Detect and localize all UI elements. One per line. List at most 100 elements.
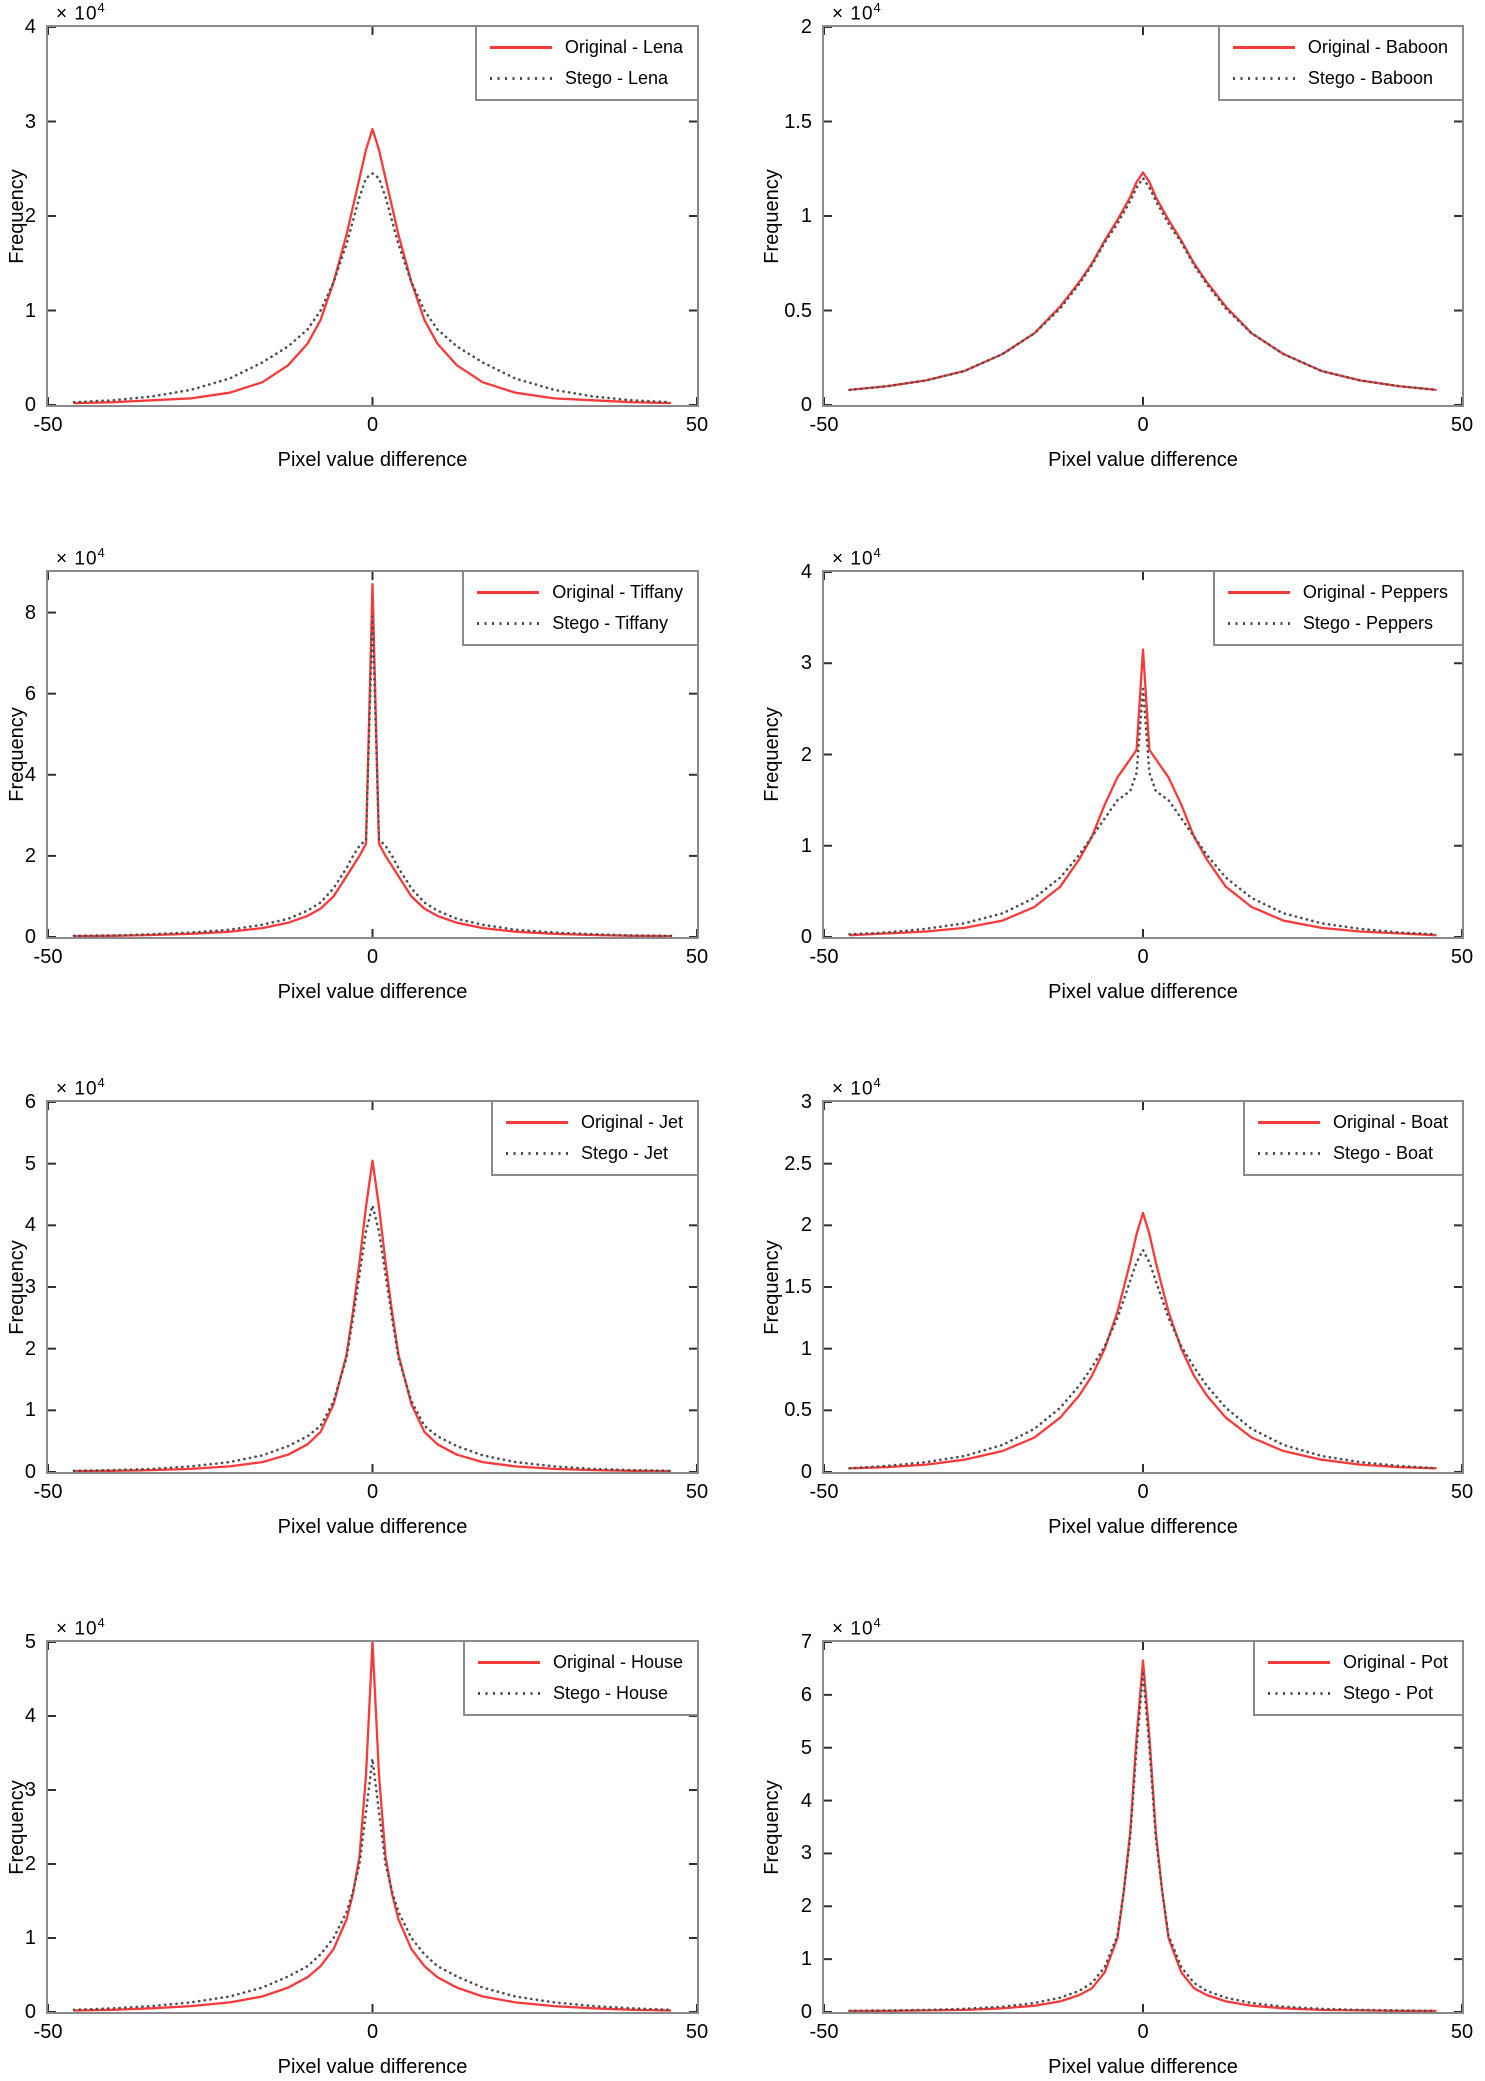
y-tick-label: 3 (800, 1842, 812, 1865)
dotted-line-icon (477, 622, 540, 625)
legend-item-stego: Stego - Baboon (1232, 68, 1448, 89)
y-axis-multiplier: × 104 (832, 545, 882, 570)
x-tick-label: 50 (685, 1481, 709, 1503)
y-tick-label: 0 (800, 2001, 812, 2023)
multiplier-exponent: 4 (97, 1615, 106, 1630)
legend-item-stego: Stego - House (477, 1683, 683, 1704)
multiplier-exponent: 4 (97, 0, 106, 15)
y-tick-label: 8 (24, 601, 36, 624)
x-axis-label: Pixel value difference (1048, 1516, 1238, 1538)
y-tick-label: 1 (800, 205, 812, 227)
y-tick-label: 3 (24, 1276, 36, 1298)
y-tick-label: 1 (800, 1948, 812, 1971)
legend-label-original: Original - Jet (580, 1112, 683, 1132)
legend-label-stego: Stego - Baboon (1307, 68, 1434, 88)
y-tick-label: 6 (800, 1683, 812, 1706)
y-tick-label: 4 (24, 16, 36, 38)
y-axis-multiplier: × 104 (56, 1075, 106, 1100)
series-dotted (848, 1672, 1438, 2012)
plot-area: Original - House Stego - House (46, 1640, 699, 2014)
chart-lena: × 104 Frequency Original - Lena Stego - … (0, 0, 745, 545)
series-solid (849, 171, 1437, 392)
y-axis-label: Frequency (5, 707, 28, 802)
chart-canvas (824, 1642, 1462, 2012)
x-tick-label: 50 (1450, 414, 1474, 436)
plot-area: Original - Jet Stego - Jet (46, 1100, 699, 1474)
x-tick-label: -50 (33, 414, 63, 436)
multiplier-base: × 10 (56, 1618, 98, 1640)
legend-label-stego: Stego - Jet (580, 1143, 668, 1163)
x-tick-label: 0 (1137, 1481, 1149, 1503)
chart-peppers: × 104 Frequency Original - Peppers Stego… (745, 545, 1485, 1075)
legend-label-original: Original - Pot (1342, 1652, 1448, 1672)
legend-label-original: Original - Boat (1332, 1112, 1448, 1132)
legend-label-stego: Stego - Lena (564, 68, 668, 88)
x-axis-label: Pixel value difference (1048, 981, 1238, 1003)
legend: Original - Boat Stego - Boat (1242, 1100, 1464, 1176)
x-tick-label: 50 (685, 414, 709, 436)
chart-canvas (48, 1642, 697, 2012)
y-tick-label: 4 (24, 763, 36, 786)
multiplier-base: × 10 (56, 1078, 98, 1100)
series-dotted (848, 1248, 1438, 1470)
solid-line-icon (1227, 591, 1290, 594)
legend-item-stego: Stego - Pot (1267, 1683, 1448, 1704)
x-tick-label: 50 (1450, 2021, 1474, 2043)
y-axis-multiplier: × 104 (56, 545, 106, 570)
series-solid (849, 1211, 1437, 1470)
multiplier-base: × 10 (56, 548, 98, 570)
legend: Original - Pot Stego - Pot (1252, 1640, 1464, 1716)
dotted-line-icon (1227, 622, 1290, 625)
x-axis-label: Pixel value difference (277, 1516, 468, 1538)
multiplier-exponent: 4 (97, 1075, 106, 1090)
legend-item-original: Original - Peppers (1227, 582, 1448, 603)
x-axis-label: Pixel value difference (277, 981, 468, 1003)
y-tick-label: 0 (800, 926, 812, 948)
legend: Original - Peppers Stego - Peppers (1212, 570, 1464, 646)
x-tick-label: 50 (685, 946, 709, 968)
y-tick-label: 3 (24, 1779, 36, 1801)
series-dotted (72, 172, 673, 404)
y-tick-label: 1 (800, 1337, 812, 1360)
y-tick-label: 2 (24, 205, 36, 227)
x-tick-label: -50 (33, 2021, 63, 2043)
y-tick-label: 2 (24, 844, 36, 867)
chart-house: × 104 Frequency Original - House Stego -… (0, 1615, 745, 2081)
chart-jet: × 104 Frequency Original - Jet Stego - J… (0, 1075, 745, 1615)
solid-line-icon (1267, 1661, 1330, 1664)
solid-line-icon (477, 1661, 540, 1664)
x-tick-label: -50 (33, 1481, 63, 1503)
x-tick-label: 0 (1137, 414, 1149, 436)
x-axis-label: Pixel value difference (277, 2056, 468, 2078)
y-tick-label: 1 (24, 1399, 36, 1422)
plot-area: Original - Peppers Stego - Peppers (822, 570, 1464, 939)
dotted-line-icon (1232, 77, 1295, 80)
y-tick-label: 4 (24, 1214, 36, 1237)
legend-label-stego: Stego - Tiffany (552, 613, 668, 633)
multiplier-exponent: 4 (873, 1615, 882, 1630)
y-tick-label: 0 (24, 394, 36, 416)
solid-line-icon (477, 591, 540, 594)
legend: Original - Tiffany Stego - Tiffany (462, 570, 699, 646)
y-tick-label: 0.5 (784, 1399, 812, 1422)
chart-canvas (48, 572, 697, 937)
series-dotted (848, 176, 1438, 392)
multiplier-base: × 10 (832, 3, 874, 25)
y-tick-label: 7 (800, 1631, 812, 1653)
legend-item-stego: Stego - Boat (1257, 1143, 1448, 1164)
y-tick-label: 4 (800, 561, 812, 583)
series-solid (73, 583, 672, 937)
legend-item-original: Original - Boat (1257, 1112, 1448, 1133)
x-axis-label: Pixel value difference (1048, 2056, 1238, 2078)
x-tick-label: -50 (809, 1481, 839, 1503)
legend-label-stego: Stego - Boat (1332, 1143, 1434, 1163)
legend-item-stego: Stego - Jet (505, 1143, 683, 1164)
y-axis-multiplier: × 104 (832, 1615, 882, 1640)
legend: Original - House Stego - House (462, 1640, 699, 1716)
series-solid (73, 1642, 672, 2012)
solid-line-icon (505, 1121, 568, 1124)
x-tick-label: 0 (366, 414, 379, 436)
y-tick-label: 0.5 (784, 299, 812, 322)
plot-area: Original - Lena Stego - Lena (46, 25, 699, 407)
series-solid (849, 1659, 1437, 2012)
